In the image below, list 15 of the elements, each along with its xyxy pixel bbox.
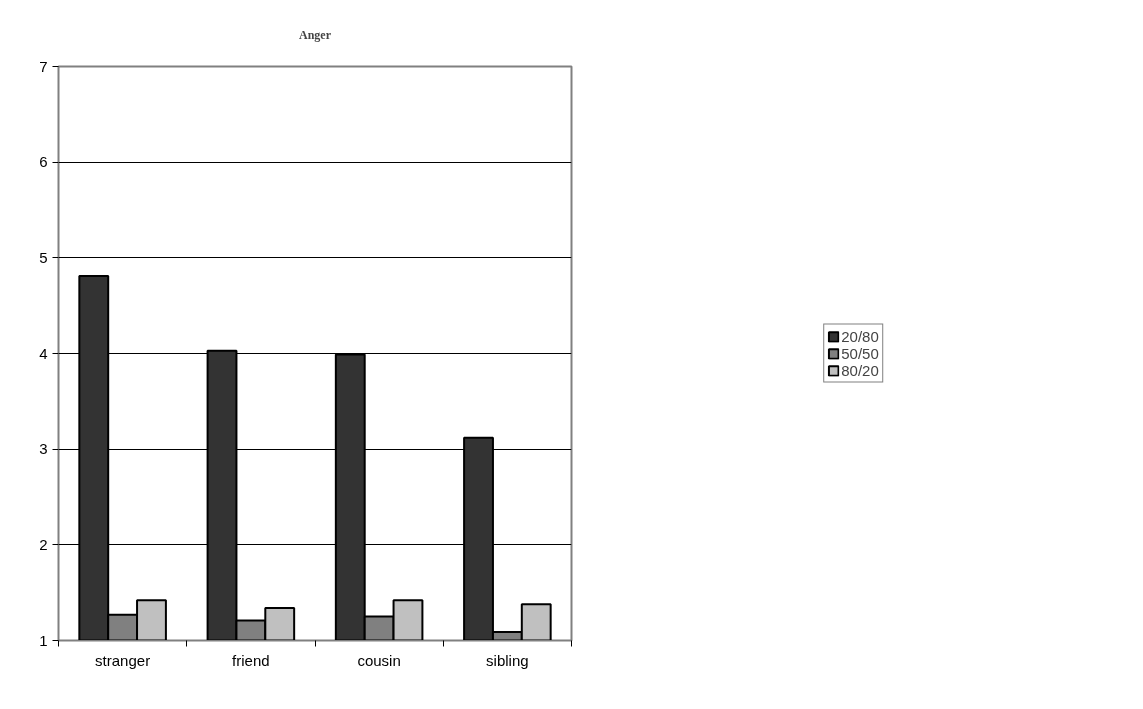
legend-label: 80/20 — [841, 361, 879, 379]
x-tick-label: friend — [232, 651, 270, 669]
y-tick-label: 2 — [39, 535, 48, 553]
y-tick-label: 4 — [39, 344, 48, 362]
y-tick-label: 1 — [39, 631, 48, 649]
legend-label: 50/50 — [841, 344, 879, 362]
x-tick-label: sibling — [486, 651, 529, 669]
chart-title: Anger — [299, 27, 332, 42]
x-tick-label: stranger — [95, 651, 151, 669]
y-tick-label: 7 — [39, 57, 48, 75]
legend-label: 20/80 — [841, 327, 879, 345]
y-tick-label: 5 — [39, 248, 48, 266]
x-tick-label: cousin — [357, 651, 401, 669]
y-tick-label: 6 — [39, 153, 48, 171]
y-tick-label: 3 — [39, 440, 48, 458]
